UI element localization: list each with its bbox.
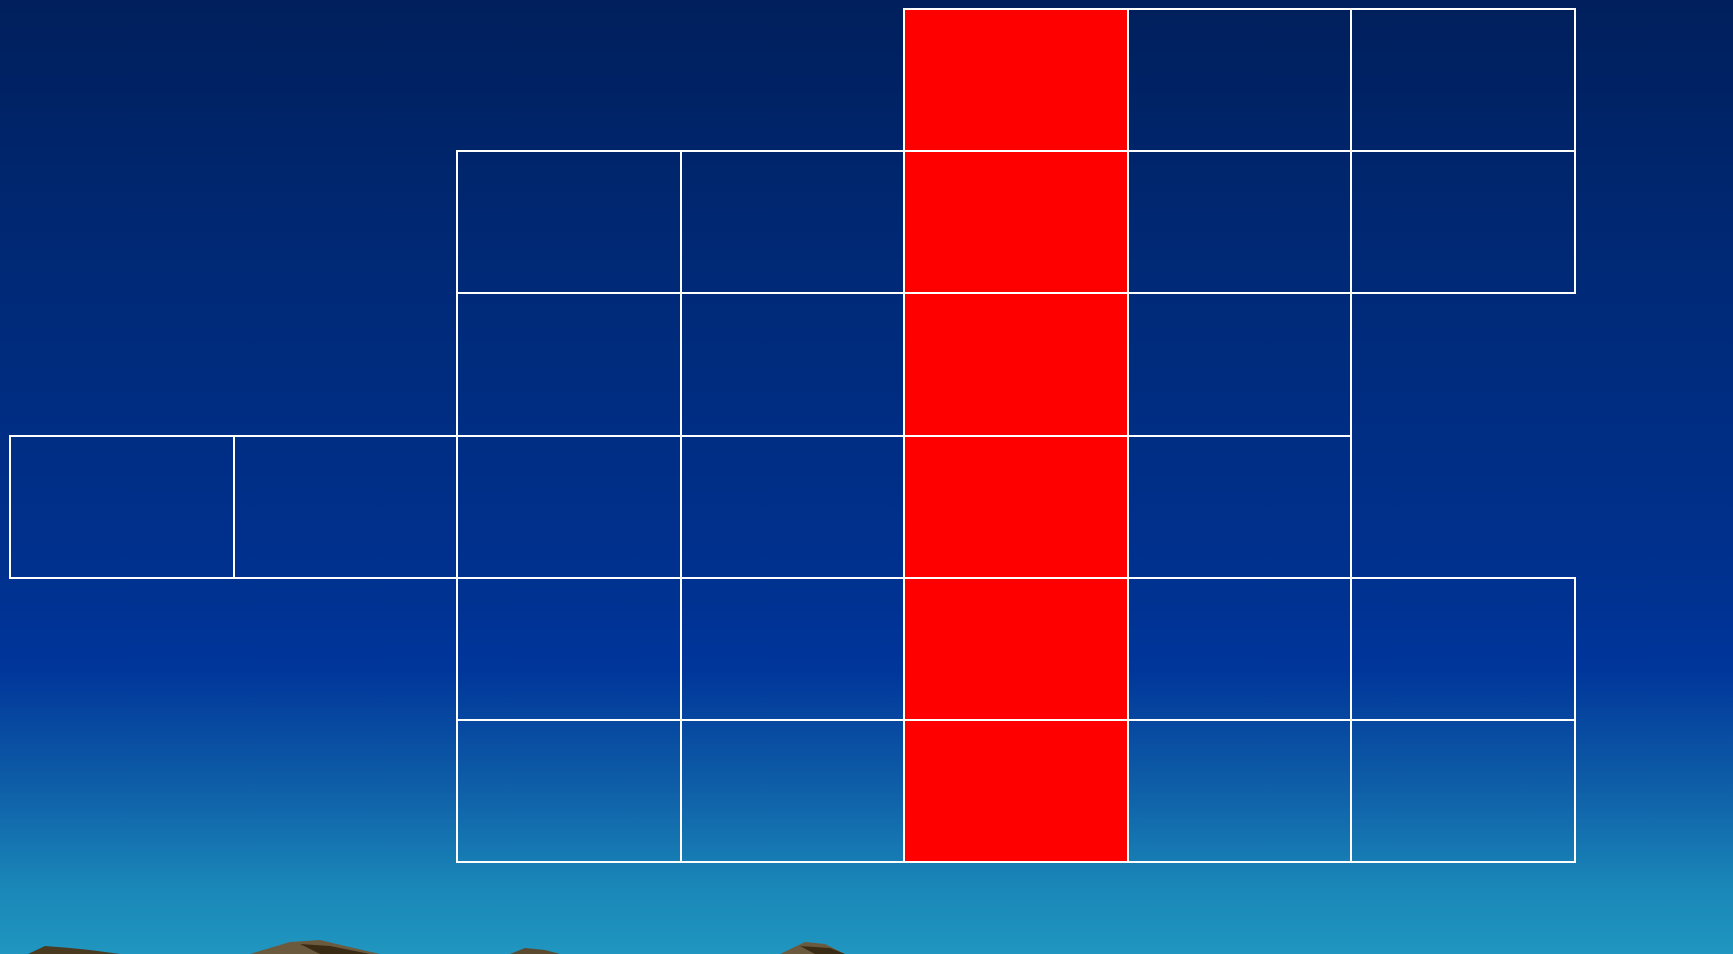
grid-cell-r3-c2: [456, 434, 682, 579]
grid-cell-r4-c3: [679, 576, 905, 721]
grid-cell-r4-c6: [1350, 576, 1576, 721]
grid-cell-r5-c6: [1350, 719, 1576, 864]
grid-cell-r1-c3: [679, 150, 905, 295]
grid-cell-r2-c2: [456, 292, 682, 437]
grid-cell-r5-c2: [456, 719, 682, 864]
grid-cell-r0-c6: [1350, 8, 1576, 153]
highlighted-cell-r2-c4: [903, 292, 1129, 437]
highlighted-cell-r4-c4: [903, 576, 1129, 721]
mountain-silhouette: [28, 940, 845, 954]
grid-cell-r1-c6: [1350, 150, 1576, 295]
grid-cell-r4-c2: [456, 576, 682, 721]
grid-cell-r5-c3: [679, 719, 905, 864]
highlighted-cell-r5-c4: [903, 719, 1129, 864]
grid-cell-r1-c2: [456, 150, 682, 295]
grid-cell-r3-c0: [9, 434, 235, 579]
grid-cell-r3-c3: [679, 434, 905, 579]
grid-cell-r0-c5: [1126, 8, 1352, 153]
grid-cell-r4-c5: [1126, 576, 1352, 721]
grid-cell-r2-c3: [679, 292, 905, 437]
grid-cell-r1-c5: [1126, 150, 1352, 295]
highlighted-cell-r1-c4: [903, 150, 1129, 295]
grid-cell-r2-c5: [1126, 292, 1352, 437]
grid-cell-r3-c5: [1126, 434, 1352, 579]
highlighted-cell-r0-c4: [903, 8, 1129, 153]
grid-cell-r3-c1: [232, 434, 458, 579]
highlighted-cell-r3-c4: [903, 434, 1129, 579]
grid-cell-r5-c5: [1126, 719, 1352, 864]
